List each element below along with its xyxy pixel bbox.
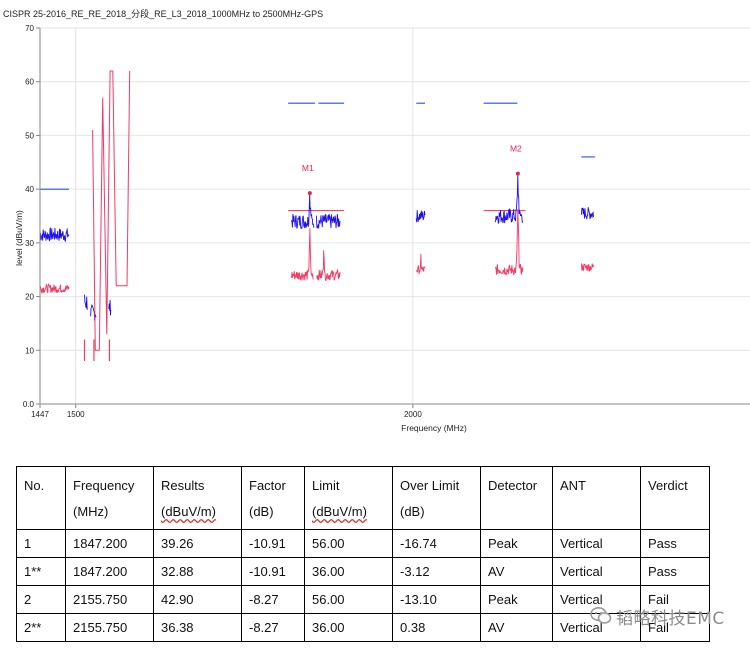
measurement-traces <box>39 70 595 362</box>
peak-trace-segment <box>291 194 315 230</box>
header-limit: Limit (dBuV/m) <box>304 466 393 530</box>
table-row: 1 1847.200 39.26 -10.91 56.00 -16.74 Pea… <box>16 529 710 558</box>
y-tick-label: 50 <box>25 131 34 140</box>
cell-factor: -10.91 <box>241 529 305 558</box>
cell-verdict: Fail <box>640 613 710 642</box>
chart-grid <box>40 27 750 405</box>
peak-trace-segment <box>84 294 88 310</box>
header-no: No. <box>16 466 66 530</box>
marker-label: M1 <box>302 163 314 173</box>
marker-point <box>515 171 520 176</box>
y-tick-label: 70 <box>25 24 34 33</box>
peak-trace-segment <box>580 207 595 220</box>
cell-verdict: Fail <box>640 585 710 614</box>
cell-frequency: 2155.750 <box>65 613 154 642</box>
peak-trace-segment <box>315 213 341 229</box>
cell-frequency: 1847.200 <box>65 529 154 558</box>
cell-over-limit: -13.10 <box>392 585 481 614</box>
cell-frequency: 1847.200 <box>65 557 154 586</box>
y-tick-label: 40 <box>25 185 34 194</box>
header-frequency: Frequency (MHz) <box>65 466 154 530</box>
cell-verdict: Pass <box>640 557 710 586</box>
header-detector: Detector <box>480 466 553 530</box>
cell-ant: Vertical <box>552 613 641 642</box>
cell-factor: -10.91 <box>241 557 305 586</box>
cell-frequency: 2155.750 <box>65 585 154 614</box>
header-ant: ANT <box>552 466 641 530</box>
cell-factor: -8.27 <box>241 613 305 642</box>
average-trace-segment <box>39 282 70 295</box>
emission-chart: CISPR 25-2016_RE_RE_2018_分段_RE_L3_2018_1… <box>3 8 750 433</box>
average-trace-segment <box>415 253 426 275</box>
transient-trace <box>92 70 131 351</box>
cell-factor: -8.27 <box>241 585 305 614</box>
results-table-wrap: No. Frequency (MHz) Results (dBuV/m) Facto… <box>16 466 710 642</box>
y-axis-label: level (dBuV/m) <box>14 210 24 266</box>
results-table: No. Frequency (MHz) Results (dBuV/m) Facto… <box>16 466 710 642</box>
cell-ant: Vertical <box>552 529 641 558</box>
watermark-text: 韬略科技EMC <box>616 608 725 629</box>
y-tick-label: 30 <box>25 239 34 248</box>
cell-no: 1 <box>16 529 66 558</box>
average-trace-segment <box>316 250 341 281</box>
peak-trace-segment <box>108 299 112 316</box>
x-axis-label: Frequency (MHz) <box>401 423 467 433</box>
cell-results: 36.38 <box>153 613 242 642</box>
cell-verdict: Pass <box>640 529 710 558</box>
y-tick-label: 60 <box>25 78 34 87</box>
header-over-limit: Over Limit (dB) <box>392 466 481 530</box>
chart-title: CISPR 25-2016_RE_RE_2018_分段_RE_L3_2018_1… <box>3 8 323 19</box>
cell-over-limit: -3.12 <box>392 557 481 586</box>
cell-limit: 56.00 <box>304 529 393 558</box>
cell-ant: Vertical <box>552 557 641 586</box>
peak-trace-segment <box>415 210 426 223</box>
cell-limit: 56.00 <box>304 585 393 614</box>
y-tick-label: 10 <box>25 346 34 355</box>
peak-trace-segment <box>494 174 524 225</box>
cell-over-limit: 0.38 <box>392 613 481 642</box>
cell-ant: Vertical <box>552 585 641 614</box>
cell-detector: Peak <box>480 585 553 614</box>
cell-limit: 36.00 <box>304 557 393 586</box>
marker-points: M1 M2 <box>302 144 522 196</box>
peak-trace-segment <box>39 226 70 243</box>
y-tick-label: 0.0 <box>23 400 35 409</box>
cell-results: 42.90 <box>153 585 242 614</box>
limit-lines <box>40 102 595 212</box>
wechat-icon <box>590 607 612 624</box>
cell-detector: Peak <box>480 529 553 558</box>
average-trace-segment <box>580 263 595 272</box>
table-row: 1** 1847.200 32.88 -10.91 36.00 -3.12 AV… <box>16 557 710 586</box>
watermark: 韬略科技EMC <box>590 603 740 629</box>
x-tick-label: 2000 <box>404 410 422 419</box>
cell-detector: AV <box>480 613 553 642</box>
cell-results: 39.26 <box>153 529 242 558</box>
cell-limit: 36.00 <box>304 613 393 642</box>
average-trace-segment <box>291 228 314 281</box>
marker-point <box>307 191 312 196</box>
cell-no: 1** <box>16 557 66 586</box>
cell-detector: AV <box>480 557 553 586</box>
table-row: 2** 2155.750 36.38 -8.27 36.00 0.38 AV V… <box>16 613 710 642</box>
header-factor: Factor (dB) <box>241 466 305 530</box>
x-tick-label: 1500 <box>67 410 85 419</box>
cell-no: 2** <box>16 613 66 642</box>
x-tick-label: 1447 <box>31 410 49 419</box>
average-trace-segment <box>494 209 524 276</box>
cell-no: 2 <box>16 585 66 614</box>
y-tick-label: 20 <box>25 293 34 302</box>
header-results: Results (dBuV/m) <box>153 466 242 530</box>
header-verdict: Verdict <box>640 466 710 530</box>
chart-axes: 0.0 10 20 30 40 50 60 70 1447 1500 2000 <box>23 24 750 419</box>
table-row: 2 2155.750 42.90 -8.27 56.00 -13.10 Peak… <box>16 585 710 614</box>
cell-over-limit: -16.74 <box>392 529 481 558</box>
cell-results: 32.88 <box>153 557 242 586</box>
table-header-row: No. Frequency (MHz) Results (dBuV/m) Facto… <box>16 466 710 530</box>
marker-label: M2 <box>510 144 522 154</box>
